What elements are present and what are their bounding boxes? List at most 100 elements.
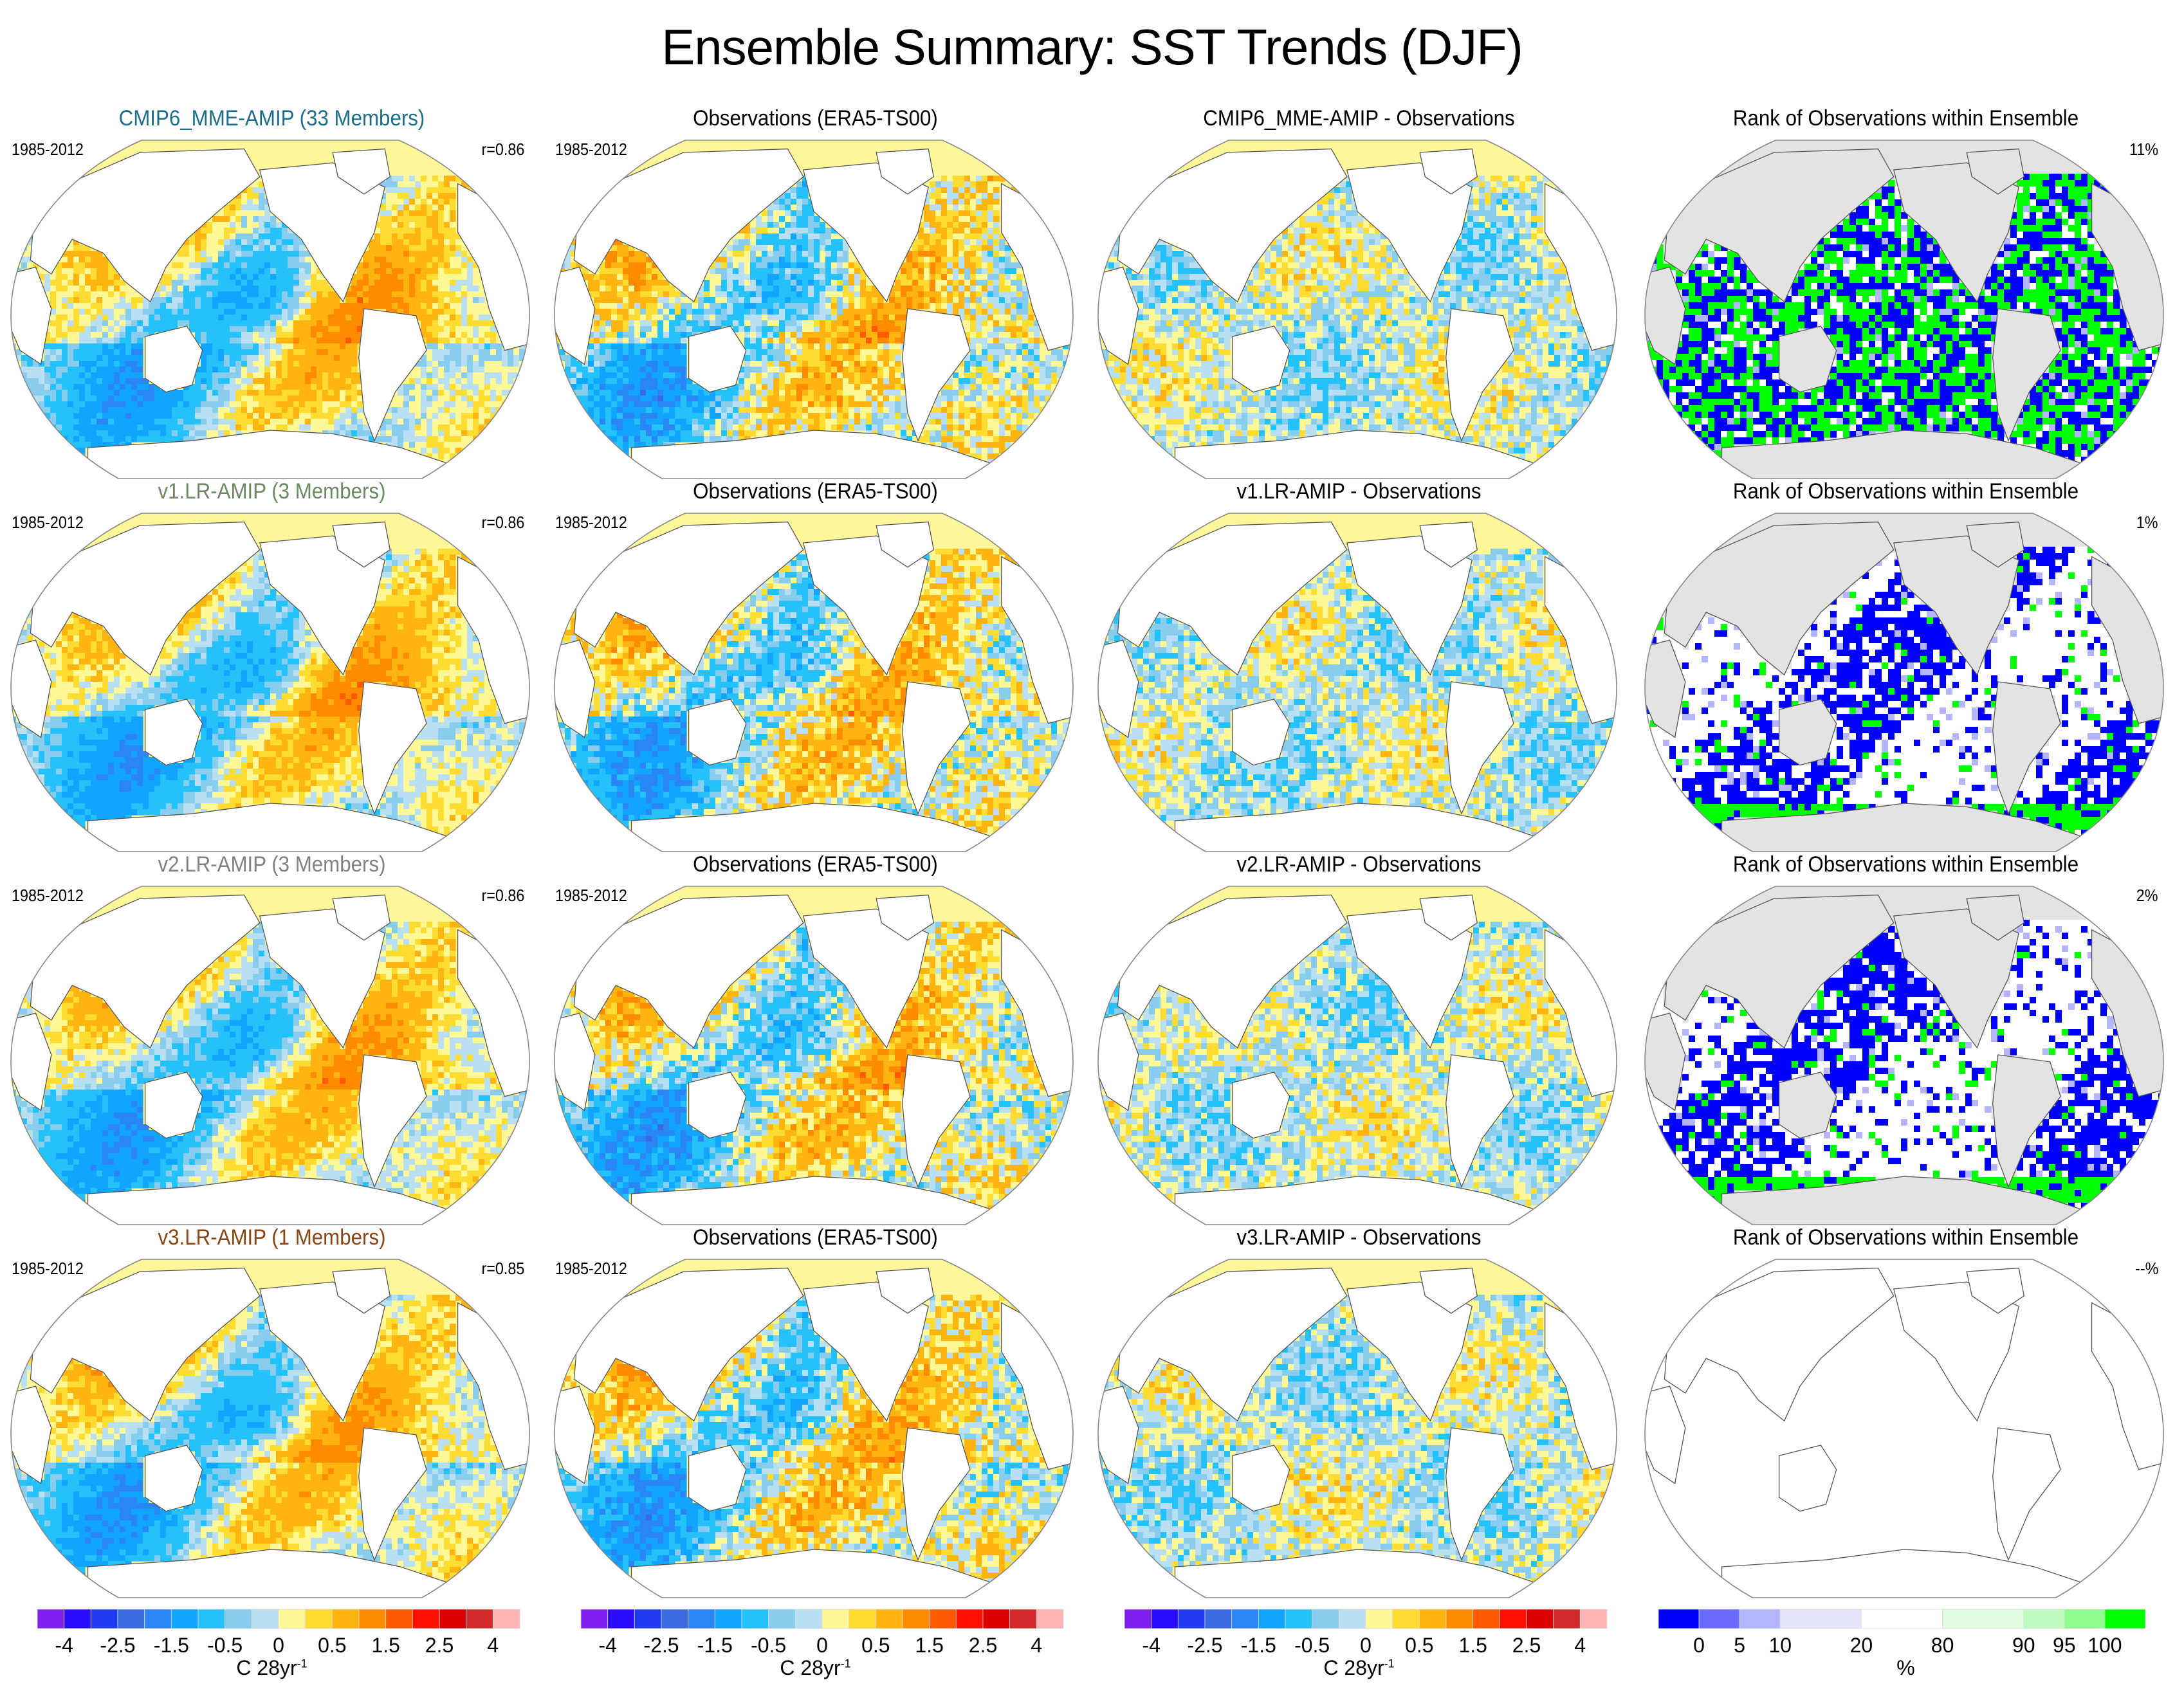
map-border — [1644, 140, 2164, 479]
panel-title: Rank of Observations within Ensemble — [1656, 106, 2156, 131]
colorbar-box — [2104, 1609, 2146, 1629]
map-field — [11, 513, 530, 852]
colorbar-tick-label: 20 — [1850, 1634, 1873, 1657]
coastline — [1098, 266, 1139, 365]
rank-percent-label: --% — [2135, 1259, 2158, 1279]
colorbar-tick-label: 1.5 — [371, 1634, 399, 1657]
map-field — [1645, 513, 2164, 852]
colorbar-tick-label: 95 — [2053, 1634, 2076, 1657]
colorbar-tick-label: 90 — [2012, 1634, 2035, 1657]
colorbar-box — [439, 1609, 467, 1629]
colorbar-tick-label: 2.5 — [1512, 1634, 1541, 1657]
colorbar-box — [37, 1609, 65, 1629]
colorbar-box — [1365, 1609, 1393, 1629]
colorbar-tick-label: 0 — [1360, 1634, 1372, 1657]
colorbar-tick-label: 0.5 — [1405, 1634, 1433, 1657]
period-label: 1985-2012 — [12, 513, 84, 533]
colorbar-box — [1009, 1609, 1037, 1629]
coastline — [1419, 521, 1478, 568]
map-field — [555, 1259, 1074, 1598]
colorbar-tick-label: 1.5 — [915, 1634, 943, 1657]
colorbar-box — [117, 1609, 145, 1629]
coastline — [1664, 894, 1895, 1049]
coastline — [1664, 521, 1895, 676]
coastline — [144, 1445, 203, 1512]
map-border — [1097, 1259, 1617, 1598]
diff-map — [1097, 1259, 1617, 1598]
colorbar-tick-label: -2.5 — [1187, 1634, 1222, 1657]
colorbar-box — [849, 1609, 876, 1629]
panel-title: Observations (ERA5-TS00) — [565, 479, 1065, 504]
colorbar-box — [1658, 1609, 1700, 1629]
colorbar-box — [1177, 1609, 1206, 1629]
units-exponent: -1 — [297, 1657, 307, 1670]
rank-percent-label: 11% — [2129, 140, 2158, 160]
coastline — [902, 308, 971, 442]
coastline — [1966, 894, 2025, 941]
coastline — [358, 1427, 427, 1561]
coastline — [1645, 639, 1686, 738]
panel-title: v2.LR-AMIP (3 Members) — [22, 852, 522, 877]
coastline — [1645, 1385, 1686, 1484]
coastline — [1721, 1549, 2088, 1598]
coastline — [1231, 698, 1290, 766]
map-border — [10, 513, 530, 852]
coastline — [1098, 1385, 1139, 1484]
colorbar-box — [1418, 1609, 1447, 1629]
colorbar-tick-label: -2.5 — [100, 1634, 135, 1657]
coastline — [573, 1267, 804, 1422]
coastline — [1721, 1176, 2088, 1225]
map-field — [11, 140, 530, 479]
trend-colorbar-1: -4 -2.5 -1.5 -0.5 0 0.5 1.5 2.5 4 C 28yr-1 — [0, 1602, 544, 1698]
coastline — [1117, 521, 1348, 676]
coastline — [902, 1427, 971, 1561]
coastline — [11, 1385, 52, 1484]
colorbar-box — [634, 1609, 662, 1629]
colorbar-box — [144, 1609, 172, 1629]
period-label: 1985-2012 — [12, 140, 84, 160]
map-border — [10, 1259, 530, 1598]
coastline — [630, 803, 997, 852]
colorbar-box — [170, 1609, 199, 1629]
colorbar-tick-label: -1.5 — [1241, 1634, 1276, 1657]
coastline — [1231, 1445, 1290, 1512]
model-map — [10, 140, 530, 479]
colorbar-tick-label: 80 — [1931, 1634, 1954, 1657]
colorbar-box — [1124, 1609, 1152, 1629]
colorbar-box — [385, 1609, 413, 1629]
coastline — [1721, 803, 2088, 852]
colorbar-box — [982, 1609, 1011, 1629]
coastline — [1117, 894, 1348, 1049]
colorbar-box — [1579, 1609, 1608, 1629]
map-field — [555, 513, 1074, 852]
coastline — [358, 681, 427, 815]
colorbar-box — [251, 1609, 279, 1629]
coastline — [876, 1267, 935, 1314]
coastline — [688, 1072, 747, 1139]
colorbar-box — [2023, 1609, 2065, 1629]
coastline — [144, 698, 203, 766]
colorbar-box — [1312, 1609, 1339, 1629]
coastline — [630, 1176, 997, 1225]
colorbar-box — [955, 1609, 984, 1629]
colorbar-box — [1698, 1609, 1740, 1629]
coastline — [1419, 894, 1478, 941]
coastline — [358, 308, 427, 442]
map-border — [554, 140, 1074, 479]
panel-title: Observations (ERA5-TS00) — [565, 1225, 1065, 1250]
coastline — [332, 148, 391, 195]
map-border — [554, 886, 1074, 1225]
colorbar-tick-label: -0.5 — [1294, 1634, 1330, 1657]
coastline — [876, 521, 935, 568]
coastline — [1645, 1012, 1686, 1111]
colorbar-units: % — [1634, 1656, 2178, 1680]
coastline — [1778, 698, 1837, 766]
coastline — [30, 148, 261, 303]
diff-map — [1097, 886, 1617, 1225]
colorbar-box — [580, 1609, 609, 1629]
coastline — [876, 148, 935, 195]
coastline — [144, 325, 203, 393]
map-field — [1098, 1259, 1617, 1598]
panel-obs-row4: Observations (ERA5-TS00) 1985-2012 — [544, 1225, 1087, 1598]
colorbar-box — [90, 1609, 118, 1629]
